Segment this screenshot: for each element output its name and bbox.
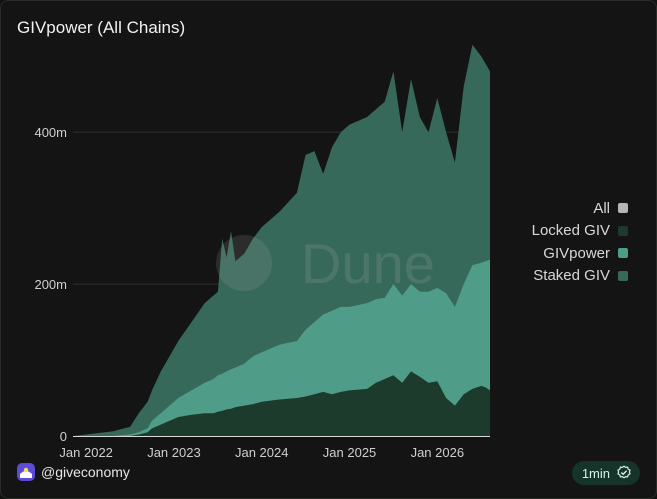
legend-label: Staked GIV (533, 267, 610, 285)
x-tick-label: Jan 2025 (323, 445, 377, 460)
chart-title: GIVpower (All Chains) (17, 18, 186, 37)
check-icon (616, 464, 632, 483)
legend: All Locked GIV GIVpower Staked GIV (532, 197, 628, 287)
legend-swatch (618, 225, 628, 236)
y-tick-label: 400m (34, 125, 67, 140)
legend-label: All (593, 199, 610, 217)
dune-watermark: Dune (301, 232, 435, 295)
y-tick-label: 0 (60, 429, 67, 444)
area-locked-giv (73, 371, 490, 436)
avatar (17, 463, 35, 481)
y-tick-label: 200m (34, 277, 67, 292)
legend-label: Locked GIV (531, 222, 610, 240)
x-tick-label: Jan 2022 (59, 445, 113, 460)
legend-item-all[interactable]: All (532, 197, 628, 220)
legend-swatch (618, 203, 628, 214)
x-tick-label: Jan 2023 (147, 445, 201, 460)
legend-swatch (618, 248, 628, 259)
legend-item-locked-giv[interactable]: Locked GIV (532, 220, 628, 243)
creator-handle[interactable]: @giveconomy (41, 464, 130, 480)
legend-label: GIVpower (543, 244, 610, 262)
refresh-interval: 1min (581, 465, 610, 481)
chart-areas (73, 44, 490, 437)
legend-item-staked-giv[interactable]: Staked GIV (532, 265, 628, 288)
footer-creator[interactable]: @giveconomy (17, 463, 130, 481)
x-tick-label: Jan 2026 (411, 445, 465, 460)
legend-swatch (618, 270, 628, 281)
legend-item-givpower[interactable]: GIVpower (532, 242, 628, 265)
refresh-badge[interactable]: 1min (571, 461, 640, 485)
dune-watermark-logo (216, 235, 272, 291)
axes: 0 200m 400m Jan 2022 Jan 2023 Jan 2024 Jan 202… (34, 125, 490, 460)
x-tick-label: Jan 2024 (235, 445, 289, 460)
